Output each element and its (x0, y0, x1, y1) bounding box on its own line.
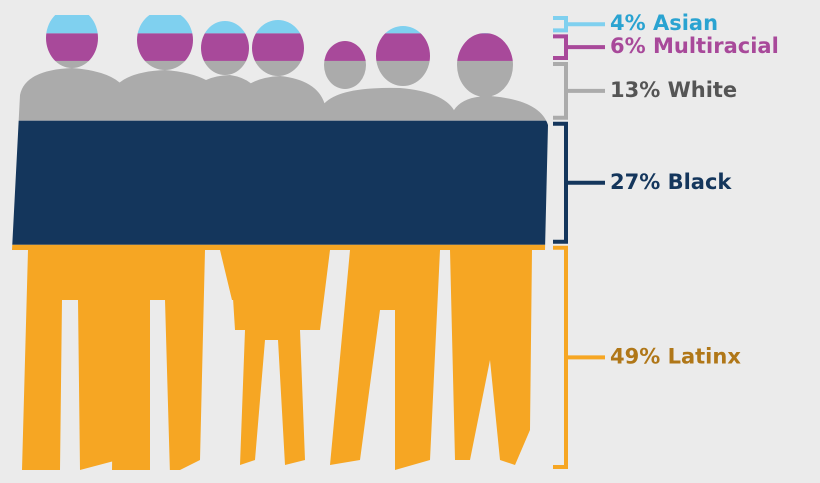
value-label: 13% (610, 78, 660, 102)
data-label: 13% White (610, 78, 737, 102)
bracket (553, 34, 605, 60)
data-label: 4% Asian (610, 11, 718, 35)
silhouette-group (12, 15, 548, 470)
band (12, 120, 548, 245)
data-label: 27% Black (610, 170, 732, 194)
band (12, 33, 548, 61)
category-label: Black (668, 170, 733, 194)
category-label: Asian (653, 11, 718, 35)
bracket (553, 121, 605, 244)
value-label: 49% (610, 344, 660, 368)
category-label: Latinx (668, 344, 742, 368)
band (12, 15, 548, 34)
value-label: 4% (610, 11, 646, 35)
category-label: White (668, 78, 738, 102)
band (12, 60, 548, 121)
bracket (553, 16, 605, 33)
bracket (553, 61, 605, 120)
band (12, 244, 548, 470)
data-label: 6% Multiracial (610, 34, 779, 58)
data-label: 49% Latinx (610, 344, 741, 368)
bracket (553, 245, 605, 469)
category-label: Multiracial (653, 34, 779, 58)
value-label: 27% (610, 170, 660, 194)
value-label: 6% (610, 34, 646, 58)
